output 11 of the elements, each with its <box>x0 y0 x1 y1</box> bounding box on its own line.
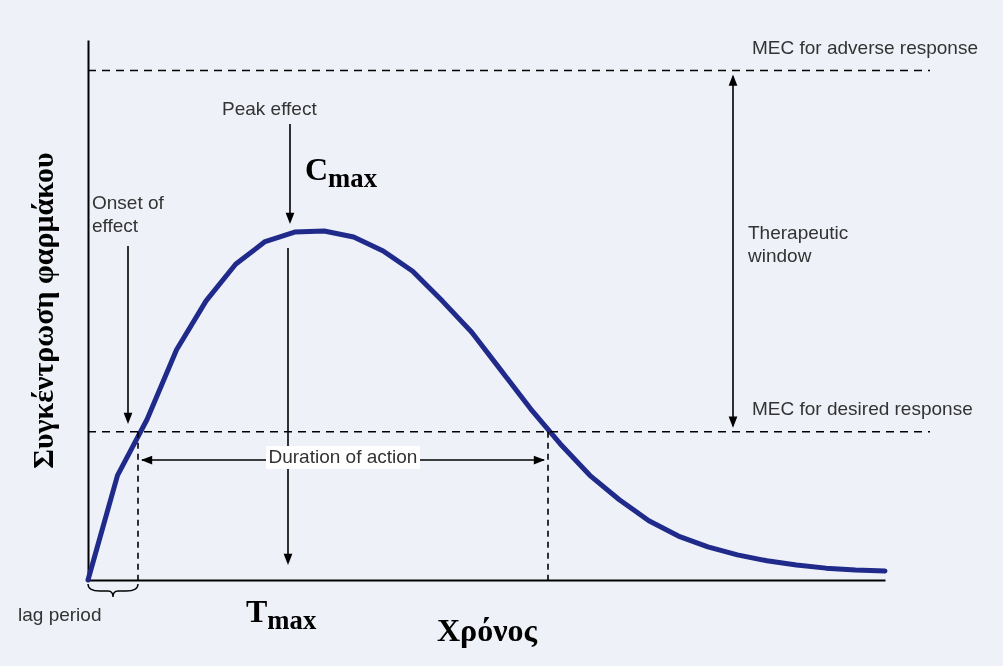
y-axis-title: Συγκέντρωση φαρμάκου <box>25 152 59 469</box>
ref-line-label: MEC for desired response <box>752 397 974 421</box>
ref-line-label: MEC for adverse response <box>752 36 979 60</box>
text: lag period <box>18 604 102 627</box>
text: Peak effect <box>222 98 317 121</box>
x-axis-title: Χρόνος <box>436 611 538 648</box>
text: C$_{max}$ <box>305 150 377 195</box>
annotation: Therapeutic window <box>748 222 850 268</box>
text: T$_{max}$ <box>246 592 317 637</box>
annotation: Onset of effect <box>92 192 165 238</box>
annotation: Duration of action <box>265 446 421 469</box>
